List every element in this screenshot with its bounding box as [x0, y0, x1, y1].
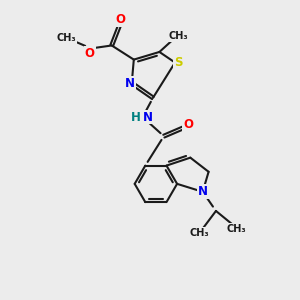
Text: O: O — [85, 47, 94, 60]
Text: CH₃: CH₃ — [56, 33, 76, 43]
Text: O: O — [115, 14, 125, 26]
Text: H: H — [131, 110, 141, 124]
Text: N: N — [198, 185, 208, 198]
Text: CH₃: CH₃ — [190, 228, 210, 238]
Text: N: N — [125, 77, 135, 90]
Text: CH₃: CH₃ — [227, 224, 246, 234]
Text: O: O — [183, 118, 193, 131]
Text: CH₃: CH₃ — [169, 31, 188, 41]
Text: S: S — [174, 56, 182, 69]
Text: N: N — [143, 110, 153, 124]
